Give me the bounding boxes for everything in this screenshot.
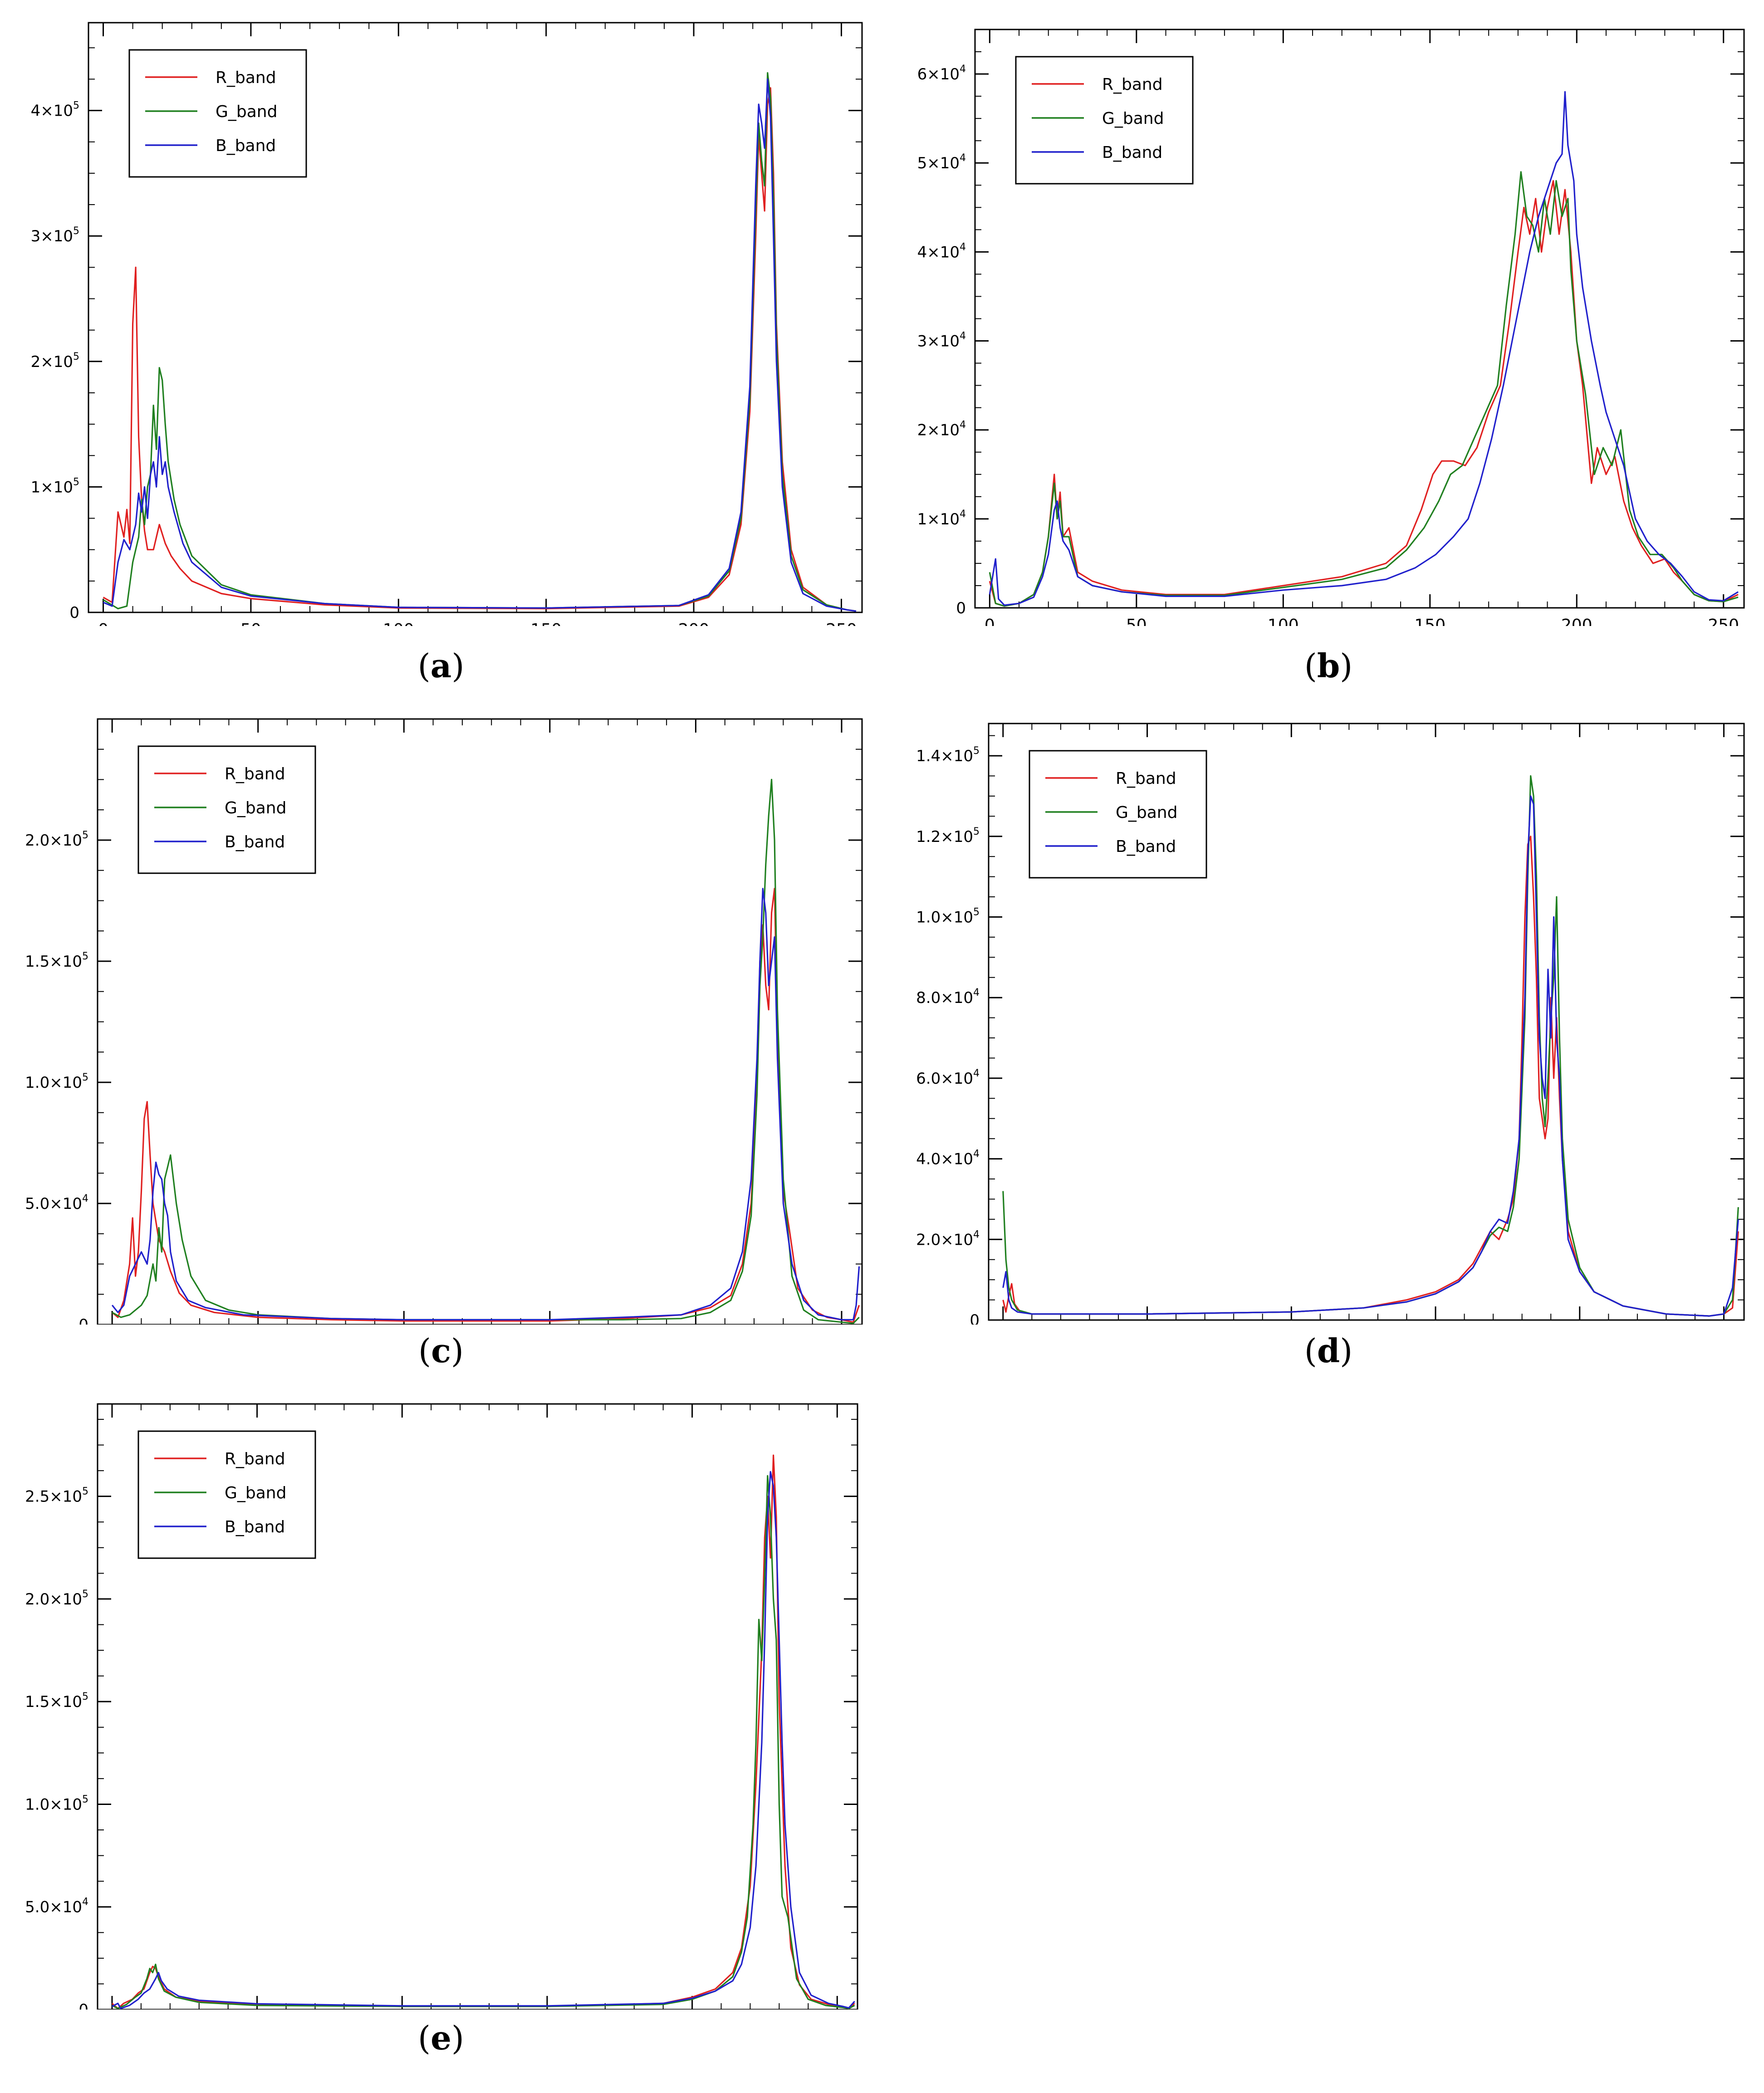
- y-tick-label: 2.5×105: [25, 1486, 88, 1506]
- legend-label: B_band: [216, 137, 276, 155]
- histogram-chart-d: 05010015020025002.0×1044.0×1046.0×1048.0…: [916, 723, 1745, 1347]
- series-line-b-band: [103, 78, 857, 612]
- legend-label: G_band: [216, 103, 277, 121]
- plot-frame: [988, 723, 1745, 1321]
- x-tick-label: 50: [240, 621, 261, 626]
- chart-panel-e: 05010015020025005.0×1041.0×1051.5×1052.0…: [0, 1374, 882, 2082]
- legend-label: B_band: [1102, 143, 1162, 162]
- y-tick-label: 0: [956, 599, 966, 617]
- legend-label: B_band: [1116, 837, 1176, 856]
- y-tick-label: 1.4×105: [916, 745, 980, 765]
- legend-label: B_band: [225, 1518, 285, 1536]
- chart-panel-b: 0 50 100 150 200 250 0 1×104 2×104 3×104 4×104 5×10…: [882, 0, 1764, 694]
- legend-label: R_band: [1102, 75, 1163, 94]
- series-line-r-band: [112, 888, 860, 1323]
- series-line-b-band: [112, 1471, 855, 2010]
- plot-frame: [88, 22, 863, 613]
- legend-label: G_band: [1102, 109, 1164, 128]
- y-tick-label: 5.0×104: [25, 1193, 88, 1213]
- legend-label: B_band: [225, 833, 285, 851]
- x-tick-label: 200: [1561, 616, 1592, 626]
- y-tick-label: 1.0×105: [25, 1072, 88, 1092]
- chart-panel-d: 05010015020025002.0×1044.0×1046.0×1048.0…: [882, 694, 1764, 1374]
- series-line-r-band: [1002, 836, 1739, 1317]
- x-tick-label: 50: [1126, 616, 1147, 626]
- y-tick-label: 6×104: [917, 64, 966, 83]
- legend-box: [128, 49, 307, 178]
- y-tick-label: 8.0×104: [916, 987, 980, 1007]
- y-tick-label: 2.0×104: [916, 1229, 980, 1249]
- x-tick-label: 200: [678, 621, 710, 626]
- y-tick-label: 2×105: [31, 351, 79, 371]
- histogram-chart-b: 0 50 100 150 200 250 0 1×104 2×104 3×104 4×104 5×10…: [917, 29, 1745, 635]
- y-tick-label: 6.0×104: [916, 1068, 980, 1088]
- legend-box: [1029, 750, 1207, 879]
- y-tick-label: 3×105: [31, 225, 79, 245]
- x-tick-label: 100: [383, 621, 414, 626]
- y-tick-label: 1×105: [31, 476, 79, 496]
- legend-label: R_band: [216, 68, 276, 87]
- y-tick-label: 1×104: [917, 509, 966, 528]
- caption-d: (d): [1304, 1331, 1353, 1370]
- y-tick-label: 4.0×104: [916, 1149, 980, 1169]
- y-tick-label: 1.0×105: [916, 906, 980, 926]
- series-line-g-band: [989, 171, 1739, 607]
- legend-label: R_band: [225, 765, 285, 783]
- x-tick-label: 0: [98, 621, 108, 626]
- legend-label: R_band: [1116, 769, 1176, 788]
- y-tick-label: 0: [78, 2001, 88, 2010]
- y-tick-label: 0: [970, 1311, 980, 1325]
- legend-box: [137, 1430, 316, 1559]
- x-tick-label: 0: [985, 616, 995, 626]
- series-line-g-band: [112, 1475, 855, 2010]
- y-tick-label: 5.0×104: [25, 1897, 88, 1917]
- x-tick-label: 150: [1414, 616, 1446, 626]
- series-line-b-band: [989, 91, 1739, 606]
- y-tick-label: 2×104: [917, 420, 966, 440]
- histogram-chart-c: 05010015020025005.0×1041.0×1051.5×1052.0…: [25, 718, 863, 1351]
- chart-panel-c: 05010015020025005.0×1041.0×1051.5×1052.0…: [0, 694, 882, 1374]
- legend-label: G_band: [225, 1484, 286, 1502]
- y-tick-label: 0: [78, 1316, 88, 1325]
- series-line-b-band: [1002, 795, 1739, 1317]
- x-tick-label: 150: [530, 621, 562, 626]
- legend-box: [1015, 56, 1194, 185]
- y-tick-label: 3×104: [917, 331, 966, 351]
- histogram-chart-e: 05010015020025005.0×1041.0×1051.5×1052.0…: [25, 1403, 858, 2036]
- legend-label: G_band: [225, 799, 286, 817]
- x-tick-label: 100: [1268, 616, 1299, 626]
- caption-a: (a): [417, 646, 465, 685]
- y-tick-label: 2.0×105: [25, 1589, 88, 1609]
- caption-e: (e): [418, 2019, 464, 2057]
- y-tick-label: 1.5×105: [25, 951, 88, 971]
- y-tick-label: 0: [69, 604, 79, 622]
- legend-label: R_band: [225, 1450, 285, 1468]
- y-tick-label: 4×105: [31, 100, 79, 120]
- caption-c: (c): [418, 1331, 464, 1370]
- y-tick-label: 1.2×105: [916, 826, 980, 846]
- y-tick-label: 1.0×105: [25, 1794, 88, 1814]
- x-tick-label: 250: [1708, 616, 1739, 626]
- legend-label: G_band: [1116, 803, 1177, 822]
- chart-panel-a: 0 50 100 150 200 250 0 1×105 2×105 3×105 4×105 R_ba…: [0, 0, 882, 694]
- series-line-b-band: [111, 888, 860, 1320]
- legend-box: [137, 745, 316, 874]
- x-tick-label: 250: [826, 621, 857, 626]
- caption-b: (b): [1304, 646, 1353, 685]
- histogram-chart-a: 0 50 100 150 200 250 0 1×105 2×105 3×105 4×105 R_ba…: [31, 22, 863, 639]
- series-line-r-band: [989, 180, 1739, 607]
- y-tick-label: 2.0×105: [25, 830, 88, 850]
- y-tick-label: 4×104: [917, 241, 966, 261]
- y-tick-label: 1.5×105: [25, 1691, 88, 1711]
- y-tick-label: 5×104: [917, 152, 966, 172]
